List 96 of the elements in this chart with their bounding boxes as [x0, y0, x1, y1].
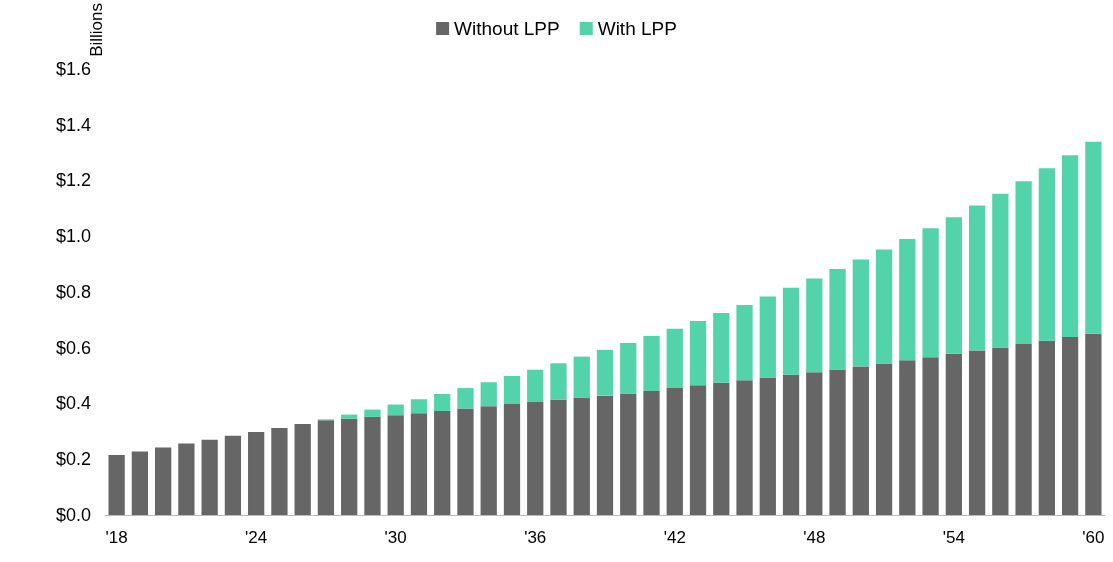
bar [573, 356, 590, 398]
bar [875, 249, 893, 364]
bar [480, 406, 497, 515]
bar [178, 443, 195, 515]
y-tick-label: $0.0 [55, 505, 91, 525]
y-tick-label: $1.2 [55, 170, 91, 191]
bar [434, 393, 451, 411]
bar [550, 363, 567, 400]
bar [155, 447, 172, 515]
bar [341, 418, 358, 515]
bar [759, 296, 776, 378]
bar [852, 259, 869, 367]
x-tick-label: '36 [524, 528, 547, 547]
bar [387, 404, 404, 416]
bar [922, 228, 939, 358]
bar [1015, 344, 1032, 515]
bar [317, 420, 335, 515]
bar [806, 372, 823, 515]
bar [527, 402, 544, 515]
legend-label: Without LPP [454, 18, 560, 39]
bar [689, 385, 707, 515]
x-tick-label: '30 [384, 528, 407, 547]
bar [968, 205, 986, 351]
bar [573, 397, 590, 515]
bar [248, 431, 265, 515]
bar [968, 350, 986, 515]
bar [736, 304, 753, 381]
bar [457, 408, 474, 515]
bar [294, 424, 311, 515]
bar [201, 439, 218, 515]
y-tick-label: $0.4 [55, 393, 91, 414]
bar [620, 393, 637, 515]
bar [108, 455, 125, 515]
bar [596, 395, 614, 515]
bar [643, 335, 660, 391]
bar [410, 413, 428, 515]
y-tick-label: $0.6 [55, 337, 91, 358]
bar [945, 217, 962, 354]
bar [992, 193, 1009, 348]
x-tick-label: '48 [803, 528, 826, 547]
bar [387, 415, 404, 515]
bar [620, 342, 637, 394]
x-tick-label: '54 [942, 528, 965, 547]
bar [364, 416, 381, 515]
bar [1085, 333, 1102, 515]
legend-label: With LPP [597, 18, 677, 39]
bar [945, 353, 962, 515]
bar [899, 360, 916, 515]
bar [759, 377, 776, 515]
bar [829, 369, 846, 515]
bar [224, 435, 242, 515]
bar [875, 363, 893, 515]
bar [852, 366, 869, 515]
bar [503, 376, 521, 404]
bar [1038, 168, 1055, 341]
bar [550, 399, 567, 515]
y-tick-label: $1.4 [55, 114, 91, 135]
bar [713, 313, 730, 383]
bar [1085, 141, 1102, 334]
bar [992, 347, 1009, 515]
bar [829, 269, 846, 370]
x-tick-label: '42 [663, 528, 686, 547]
bar [527, 369, 544, 403]
x-tick-label: '60 [1082, 528, 1105, 547]
bar [806, 278, 823, 373]
bar [364, 409, 381, 417]
y-tick-label: $1.6 [55, 58, 91, 79]
bar [131, 451, 149, 515]
x-tick-label: '24 [245, 528, 268, 547]
bar [596, 349, 614, 396]
bar [782, 287, 800, 375]
y-tick-label: $0.2 [55, 449, 91, 470]
bar [271, 427, 288, 515]
bar [434, 410, 451, 515]
bar [782, 374, 800, 515]
y-tick-label: $0.8 [55, 281, 91, 302]
bar [480, 382, 497, 407]
x-tick-label: '18 [105, 528, 128, 547]
bar [922, 357, 939, 515]
y-axis-title: Billions [87, 3, 106, 57]
bar [503, 404, 521, 515]
bar [1038, 340, 1055, 515]
bar [457, 388, 474, 409]
bar [689, 320, 707, 386]
bar [341, 414, 358, 419]
bar [666, 328, 683, 389]
bar [1061, 155, 1079, 338]
bar [666, 388, 683, 515]
bar [736, 380, 753, 515]
bar [899, 238, 916, 361]
bar [643, 390, 660, 515]
y-tick-label: $1.0 [55, 226, 91, 247]
bar [713, 382, 730, 515]
bar [1061, 337, 1079, 515]
bar [1015, 181, 1032, 345]
bar [410, 399, 428, 414]
